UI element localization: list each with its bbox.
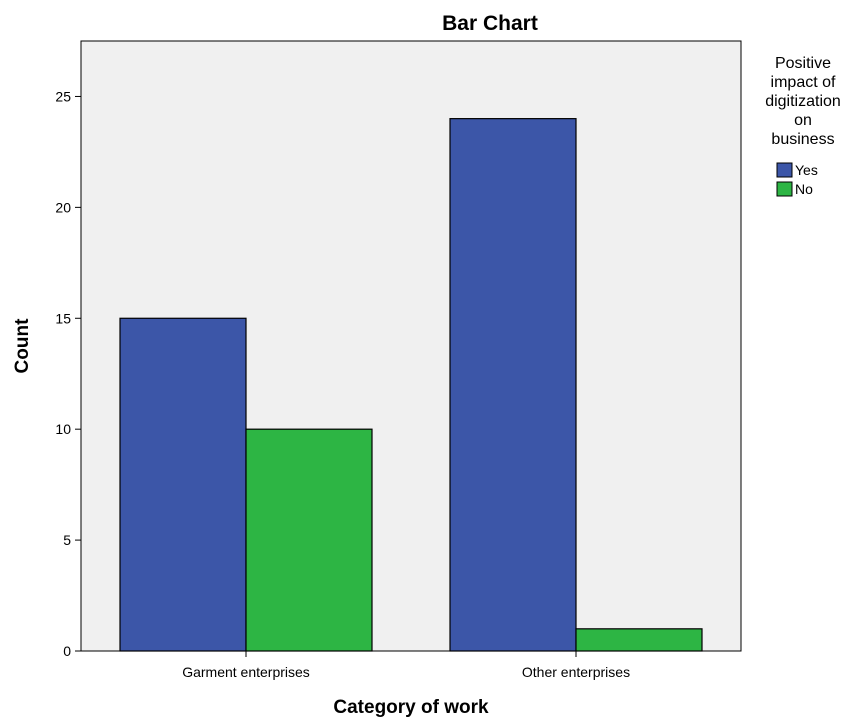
y-tick-label: 15	[55, 310, 71, 326]
legend-title-line: digitization	[765, 93, 841, 110]
x-tick-label: Other enterprises	[522, 664, 630, 680]
y-tick-label: 0	[63, 643, 71, 659]
legend-title-line: Positive	[775, 55, 831, 72]
y-tick-label: 5	[63, 532, 71, 548]
bar-yes-garment-enterprises	[119, 317, 247, 652]
legend-items: Yes No	[776, 162, 818, 197]
bar-no-other-enterprises	[575, 628, 703, 652]
bars	[119, 118, 703, 652]
x-axis: Garment enterprises Other enterprises	[182, 651, 630, 680]
bar-no-garment-enterprises	[245, 428, 373, 652]
y-tick-label: 25	[55, 88, 71, 104]
y-axis-label: Count	[12, 318, 33, 374]
legend-title: Positive impact of digitization on business	[765, 55, 841, 148]
y-tick-label: 10	[55, 421, 71, 437]
y-axis: 0 5 10 15 20 25	[55, 88, 81, 659]
legend-title-line: on	[794, 112, 812, 129]
chart-title: Bar Chart	[442, 12, 538, 35]
bar-yes-other-enterprises	[449, 118, 577, 652]
legend-title-line: business	[771, 131, 834, 148]
x-tick-label: Garment enterprises	[182, 664, 310, 680]
x-axis-label: Category of work	[333, 697, 489, 718]
y-tick-label: 20	[55, 199, 71, 215]
legend-label-yes: Yes	[795, 162, 818, 178]
legend-title-line: impact of	[771, 74, 836, 91]
legend-label-no: No	[795, 181, 813, 197]
legend-swatch-no	[776, 181, 793, 197]
legend-swatch-yes	[776, 162, 793, 178]
